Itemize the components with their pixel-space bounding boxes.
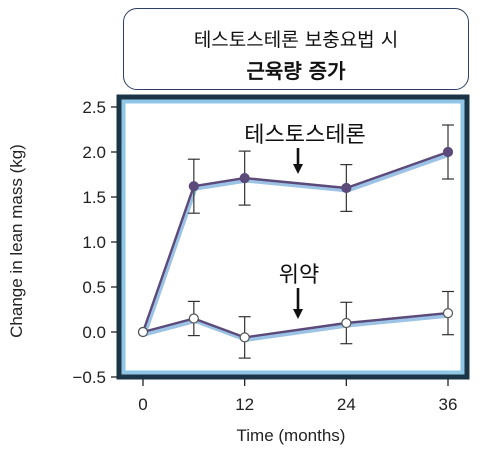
title-box: 테스토스테론 보충요법 시 근육량 증가 (123, 8, 469, 90)
y-tick-label: 1.0 (82, 233, 106, 252)
y-tick-label: 2.5 (82, 98, 106, 117)
x-tick-label: 36 (439, 395, 458, 414)
data-point (137, 326, 149, 338)
title-line-1: 테스토스테론 보충요법 시 (193, 29, 399, 51)
label-arrowhead-placebo (293, 309, 303, 319)
label-arrowhead-testosterone (293, 164, 303, 174)
data-point (341, 317, 352, 329)
series-label-testosterone: 테스토스테론 (244, 123, 365, 148)
y-tick-label: 0.0 (82, 323, 106, 342)
x-axis-label: Time (months) (237, 426, 346, 445)
data-point (442, 146, 454, 158)
title-line-2: 근육량 증가 (246, 59, 346, 83)
x-tick-label: 24 (337, 395, 356, 414)
data-point (188, 181, 199, 192)
y-axis-label: Change in lean mass (kg) (7, 144, 26, 338)
data-point (239, 173, 250, 184)
data-point (442, 308, 454, 319)
data-point (188, 313, 199, 324)
y-tick-label: 1.5 (82, 188, 106, 207)
y-tick-label: 2.0 (82, 143, 106, 162)
series-label-placebo: 위약 (279, 263, 319, 288)
y-tick-label: 0.5 (82, 278, 106, 297)
x-tick-label: 12 (235, 395, 254, 414)
data-point (239, 332, 250, 343)
y-tick-label: −0.5 (72, 368, 106, 387)
x-tick-label: 0 (138, 395, 147, 414)
plot-frame-inner (121, 99, 465, 375)
series-placebo (137, 290, 454, 359)
series-testosterone (137, 124, 454, 338)
data-point (341, 182, 352, 194)
